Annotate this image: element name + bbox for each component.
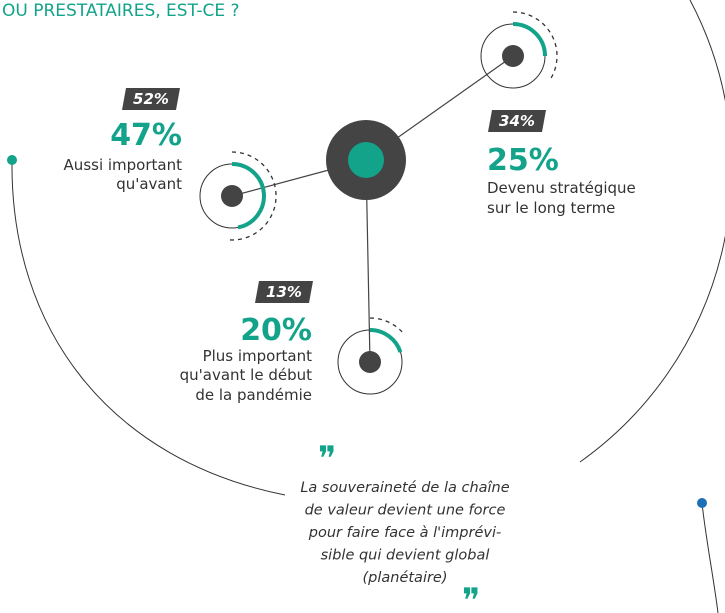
description: Devenu stratégique <box>487 179 636 197</box>
previous-arc <box>512 11 558 80</box>
label-box <box>488 110 546 132</box>
current-arc <box>369 328 403 353</box>
outer-arc <box>579 0 725 463</box>
previous-label: 52% <box>133 90 169 108</box>
current-label: 25% <box>487 143 559 178</box>
quote-mark: ❞ <box>462 581 480 613</box>
outer-arc <box>701 502 719 613</box>
description: de la pandémie <box>195 386 312 404</box>
current-label: 47% <box>110 118 182 153</box>
outer-arc <box>11 159 286 496</box>
description: qu'avant le début <box>180 366 313 384</box>
description: Plus important <box>203 347 313 365</box>
description: sur le long terme <box>487 199 615 217</box>
quote-line: (planétaire) <box>362 570 447 586</box>
quote-line: pour faire face à l'imprévi- <box>308 525 501 541</box>
quote-line: La souveraineté de la chaîne <box>300 480 509 496</box>
description: qu'avant <box>116 175 182 193</box>
quote-line: sible qui devient global <box>321 548 490 564</box>
quote-mark: ❞ <box>318 439 336 479</box>
quote-line: de valeur devient une force <box>305 503 506 519</box>
previous-label: 13% <box>266 283 302 301</box>
title: OU PRESTATAIRES, EST-CE ? <box>2 1 240 21</box>
previous-arc <box>226 151 277 241</box>
gauge-core <box>502 45 524 67</box>
label-box <box>255 281 313 303</box>
gauge-core <box>359 351 381 373</box>
label-box <box>122 88 180 110</box>
dot <box>7 155 17 165</box>
current-arc <box>512 22 547 57</box>
dot <box>697 498 707 508</box>
hub-center <box>348 142 384 178</box>
current-label: 20% <box>240 313 312 348</box>
previous-arc <box>369 317 403 333</box>
current-arc <box>231 162 266 230</box>
description: Aussi important <box>64 156 183 174</box>
gauge-core <box>221 185 243 207</box>
previous-label: 34% <box>499 112 535 130</box>
